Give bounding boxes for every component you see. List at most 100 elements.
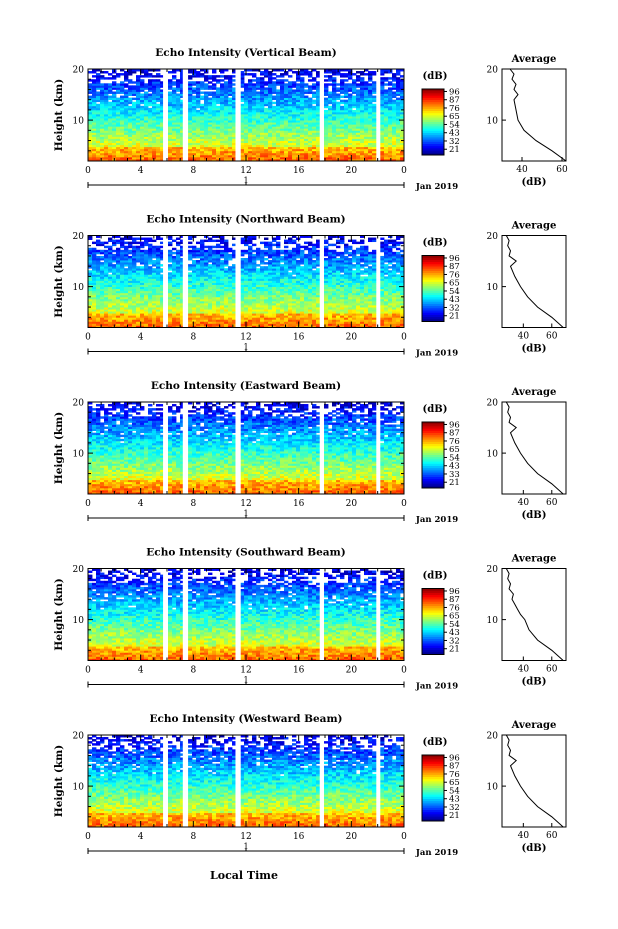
- heatmap-cell: [316, 150, 321, 154]
- heatmap-cell: [124, 101, 129, 105]
- heatmap-cell: [100, 71, 105, 74]
- heatmap-cell: [152, 134, 157, 137]
- heatmap-cell: [232, 138, 237, 141]
- heatmap-cell: [212, 109, 217, 113]
- heatmap-cell: [380, 116, 385, 119]
- heatmap-cell: [144, 152, 149, 156]
- heatmap-cell: [356, 105, 361, 109]
- heatmap-cell: [180, 136, 185, 139]
- heatmap-cell: [304, 152, 309, 156]
- heatmap-cell: [140, 128, 145, 131]
- heatmap-cell: [332, 113, 337, 117]
- heatmap-cell: [312, 83, 317, 86]
- heatmap-cell: [108, 132, 113, 135]
- heatmap-cell: [288, 95, 293, 99]
- heatmap-cell: [168, 105, 173, 109]
- heatmap-cell: [272, 73, 277, 76]
- heatmap-cell: [388, 154, 393, 158]
- heatmap-cell: [132, 126, 137, 129]
- heatmap-cell: [192, 99, 197, 103]
- heatmap-cell: [212, 99, 217, 103]
- heatmap-cell: [248, 154, 253, 158]
- heatmap-cell: [140, 116, 145, 119]
- heatmap-cell: [272, 140, 277, 143]
- heatmap-cell: [212, 116, 217, 119]
- heatmap-cell: [208, 118, 213, 121]
- heatmap-cell: [140, 138, 145, 141]
- heatmap-cell: [96, 136, 101, 139]
- heatmap-cell: [180, 152, 185, 156]
- heatmap-cell: [268, 91, 273, 94]
- heatmap-cell: [176, 124, 181, 127]
- heatmap-cell: [340, 146, 345, 150]
- heatmap-cell: [232, 105, 237, 109]
- heatmap-cell: [232, 140, 237, 143]
- heatmap-cell: [136, 142, 141, 146]
- heatmap-cell: [100, 97, 105, 101]
- heatmap-cell: [260, 134, 265, 137]
- heatmap-cell: [92, 89, 97, 92]
- heatmap-cell: [308, 134, 313, 137]
- heatmap-cell: [328, 146, 333, 150]
- heatmap-cell: [96, 140, 101, 143]
- heatmap-cell: [360, 97, 365, 101]
- heatmap-cell: [124, 138, 129, 141]
- data-gap: [182, 69, 189, 161]
- heatmap-cell: [336, 144, 341, 148]
- heatmap-cell: [260, 142, 265, 146]
- heatmap-cell: [348, 113, 353, 117]
- heatmap-cell: [168, 150, 173, 154]
- heatmap-cell: [244, 122, 249, 125]
- heatmap-cell: [132, 81, 137, 84]
- heatmap-cell: [260, 122, 265, 125]
- heatmap-cell: [300, 118, 305, 121]
- heatmap-cell: [324, 109, 329, 113]
- heatmap-cell: [192, 103, 197, 107]
- heatmap-cell: [308, 156, 313, 160]
- heatmap-cell: [88, 144, 93, 148]
- heatmap-cell: [96, 156, 101, 160]
- heatmap-cell: [176, 130, 181, 133]
- heatmap-cell: [384, 128, 389, 131]
- heatmap-cell: [112, 105, 117, 109]
- heatmap-cell: [352, 154, 357, 158]
- heatmap-cell: [188, 144, 193, 148]
- heatmap-cell: [400, 109, 405, 113]
- heatmap-cell: [212, 136, 217, 139]
- heatmap-cell: [204, 122, 209, 125]
- y-tick-label: 10: [73, 117, 85, 127]
- heatmap-cell: [332, 132, 337, 135]
- heatmap-cell: [264, 99, 269, 103]
- heatmap-cell: [224, 91, 229, 94]
- heatmap-cell: [136, 158, 141, 162]
- heatmap-cell: [176, 126, 181, 129]
- heatmap-cell: [204, 109, 209, 113]
- heatmap-cell: [352, 128, 357, 131]
- heatmap-cell: [396, 91, 401, 94]
- heatmap-cell: [128, 113, 133, 117]
- heatmap-cell: [152, 89, 157, 92]
- heatmap-cell: [392, 126, 397, 129]
- heatmap-cell: [168, 107, 173, 111]
- heatmap-cell: [272, 120, 277, 123]
- heatmap-cell: [280, 120, 285, 123]
- heatmap-cell: [108, 107, 113, 111]
- heatmap-cell: [148, 154, 153, 158]
- heatmap-cell: [392, 142, 397, 146]
- heatmap-cell: [148, 146, 153, 150]
- heatmap-cell: [324, 99, 329, 103]
- heatmap-cell: [336, 128, 341, 131]
- heatmap-cell: [280, 154, 285, 158]
- heatmap-cell: [112, 107, 117, 111]
- heatmap-cell: [328, 128, 333, 131]
- heatmap-cell: [316, 156, 321, 160]
- heatmap-cell: [108, 113, 113, 117]
- heatmap-cell: [264, 122, 269, 125]
- heatmap-cell: [120, 107, 125, 111]
- heatmap-cell: [136, 132, 141, 135]
- heatmap-cell: [100, 148, 105, 152]
- heatmap-cell: [264, 152, 269, 156]
- heatmap-cell: [264, 81, 269, 84]
- heatmap-cell: [324, 130, 329, 133]
- heatmap-cell: [232, 142, 237, 146]
